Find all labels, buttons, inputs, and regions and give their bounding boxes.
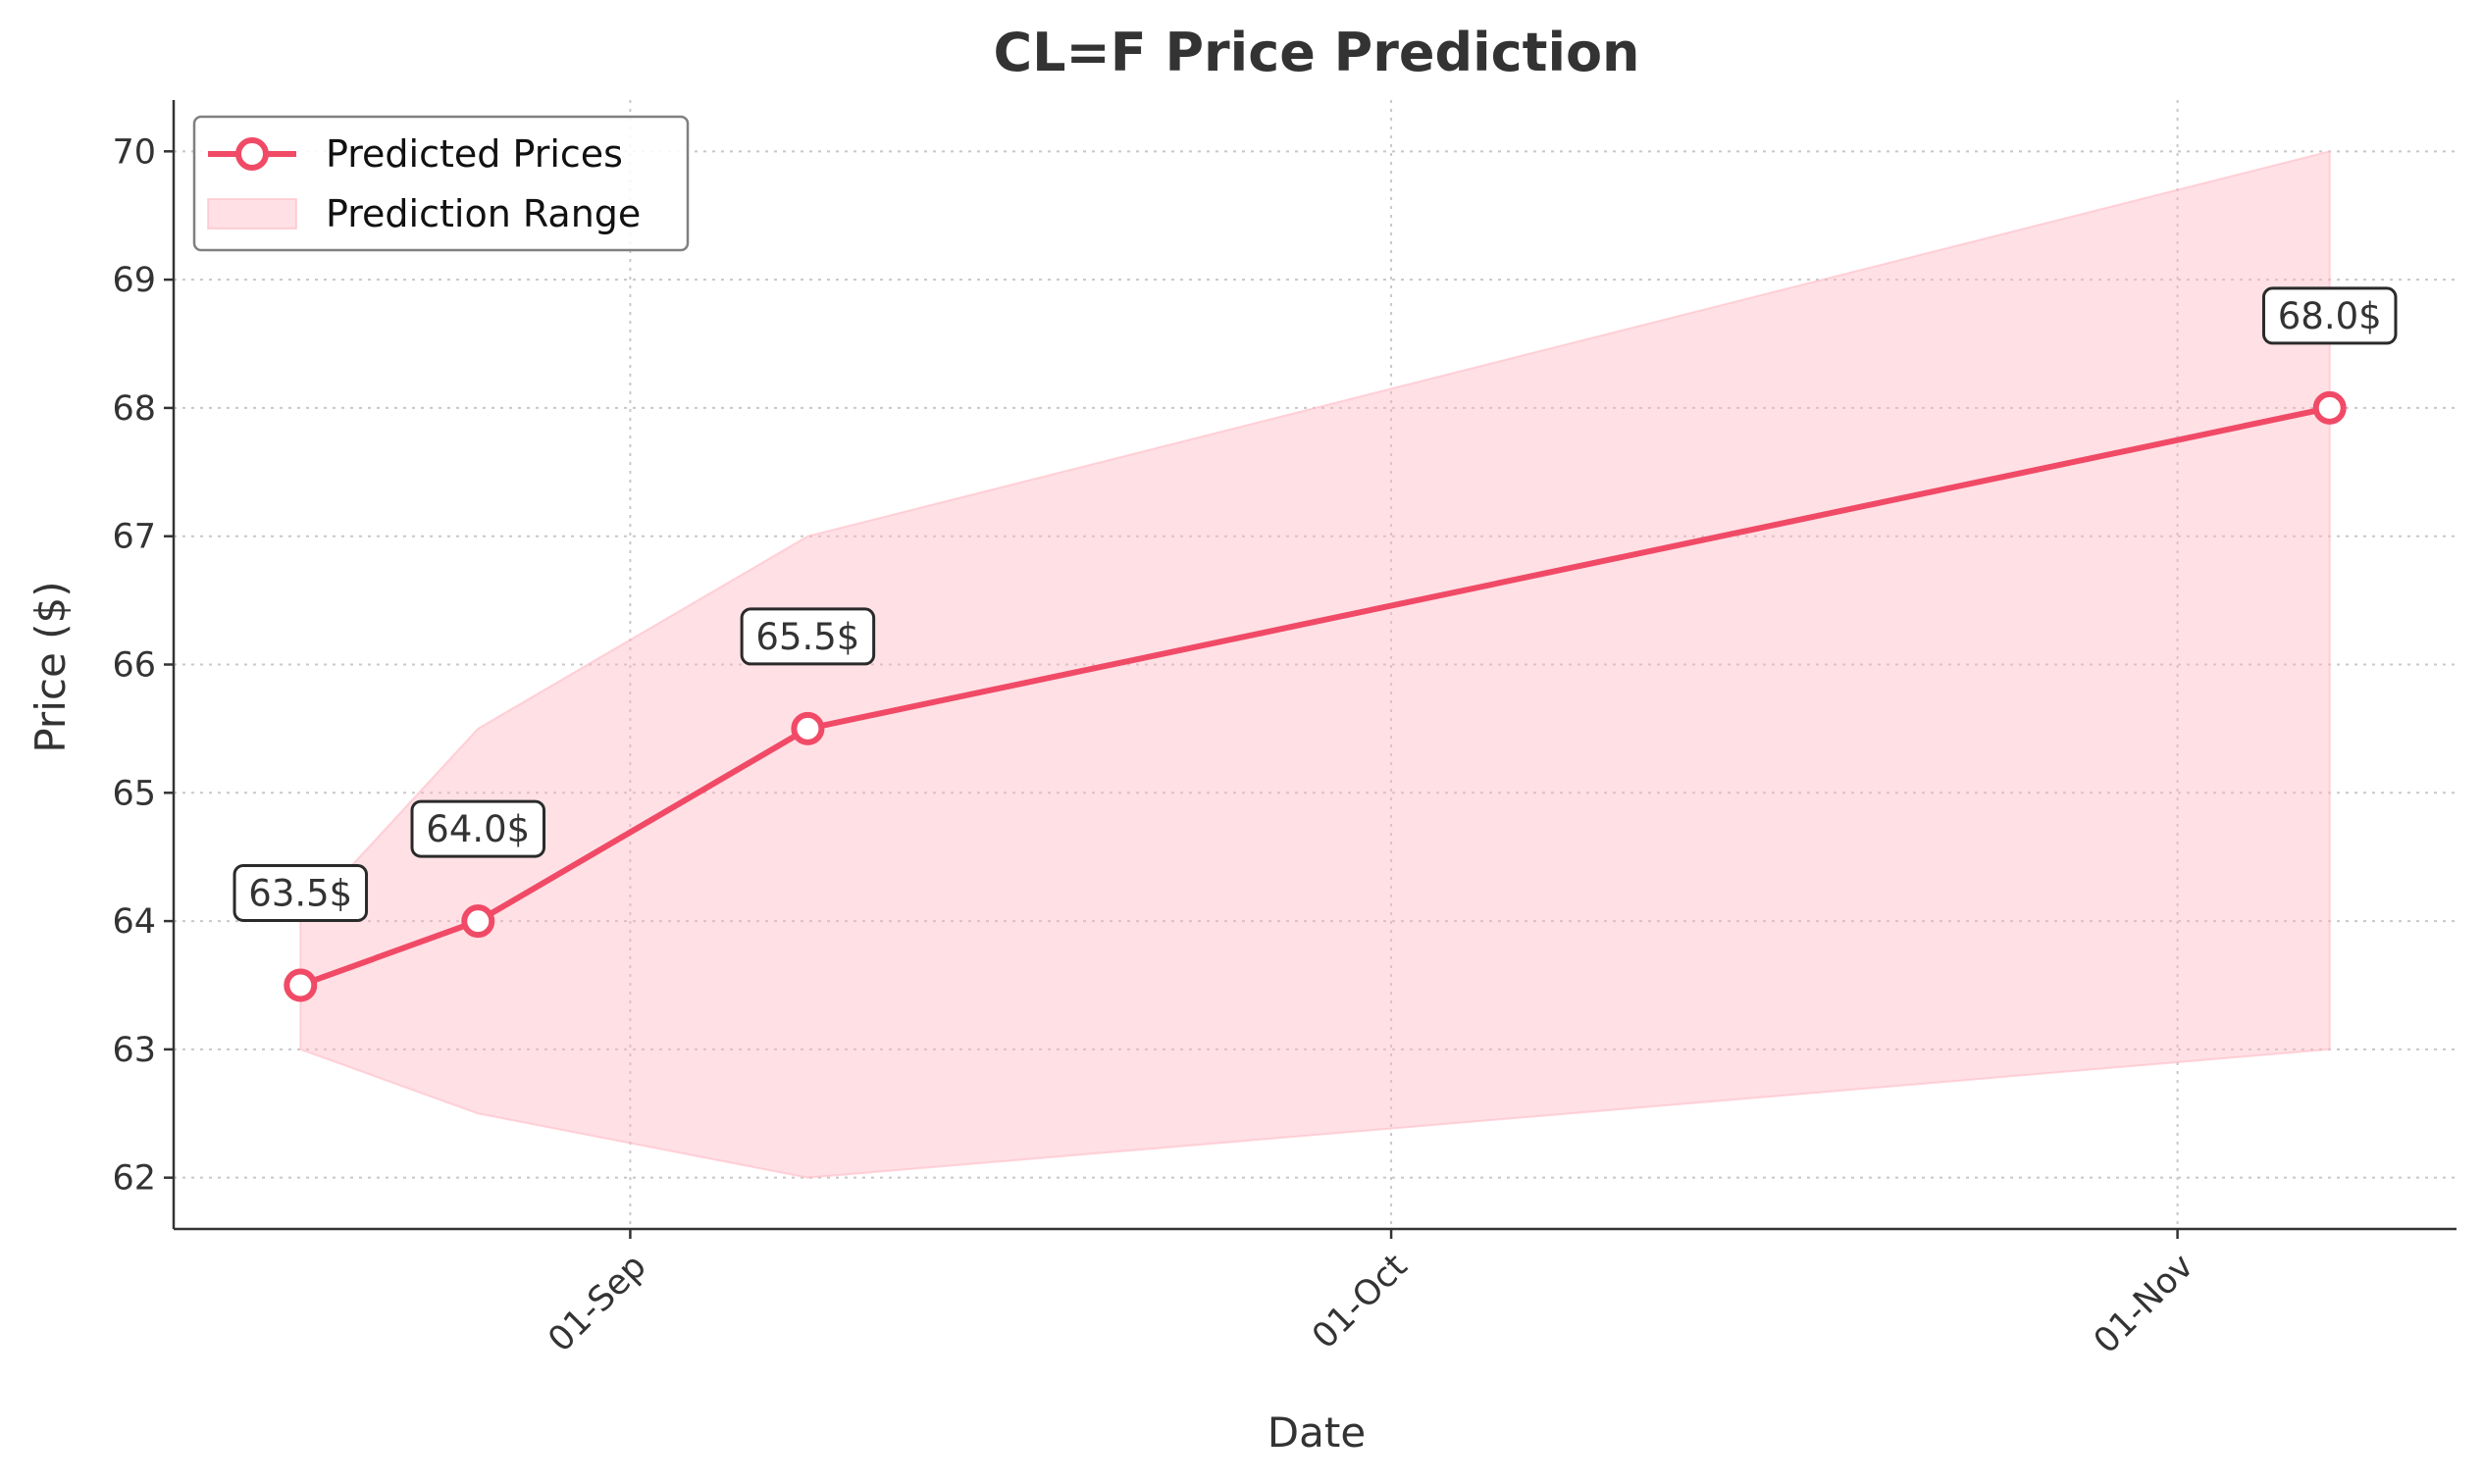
annotation-label: 68.0$: [2278, 295, 2382, 337]
annotation-label: 64.0$: [426, 808, 530, 850]
predicted-price-point: [791, 711, 825, 745]
y-tick-label: 67: [112, 518, 156, 557]
predicted-prices-line: [297, 404, 2333, 989]
predicted-price-point: [284, 968, 318, 1002]
legend-marker-swatch: [235, 137, 269, 171]
legend-label-predicted: Predicted Prices: [326, 132, 623, 176]
legend-label-range: Prediction Range: [326, 192, 641, 235]
x-tick-label: 01-Sep: [541, 1247, 653, 1359]
annotation-box: [410, 799, 546, 858]
x-axis-label: Date: [1267, 1408, 1366, 1457]
predicted-price-point: [2312, 390, 2347, 425]
annotation-box: [233, 863, 369, 922]
y-tick-label: 65: [112, 774, 156, 813]
y-tick-label: 70: [112, 132, 156, 172]
annotation-box: [2261, 286, 2398, 345]
y-tick-label: 68: [112, 389, 156, 429]
legend-band-swatch: [207, 198, 297, 230]
x-tick-label: 01-Nov: [2087, 1247, 2201, 1361]
annotation-label: 63.5$: [248, 872, 352, 914]
annotation-box: [740, 607, 876, 666]
x-tick-label: 01-Oct: [1305, 1247, 1415, 1356]
predicted-prices-series: [284, 390, 2347, 1002]
y-tick-label: 66: [112, 646, 156, 686]
legend: Predicted Prices Prediction Range: [192, 115, 690, 252]
y-tick-label: 62: [112, 1159, 156, 1199]
y-tick-label: 63: [112, 1031, 156, 1070]
annotation-label: 65.5$: [755, 616, 859, 658]
y-axis-label: Price ($): [26, 581, 75, 752]
prediction-range-area: [299, 150, 2331, 1179]
prediction-range-band: [299, 150, 2331, 1179]
point-annotations: 63.5$ 64.0$ 65.5$ 68.0$: [233, 286, 2398, 922]
y-tick-label: 64: [112, 902, 156, 942]
predicted-price-point: [461, 904, 495, 939]
chart-title: CL=F Price Prediction: [994, 22, 1640, 83]
y-tick-label: 69: [112, 261, 156, 300]
legend-frame: [192, 115, 690, 252]
